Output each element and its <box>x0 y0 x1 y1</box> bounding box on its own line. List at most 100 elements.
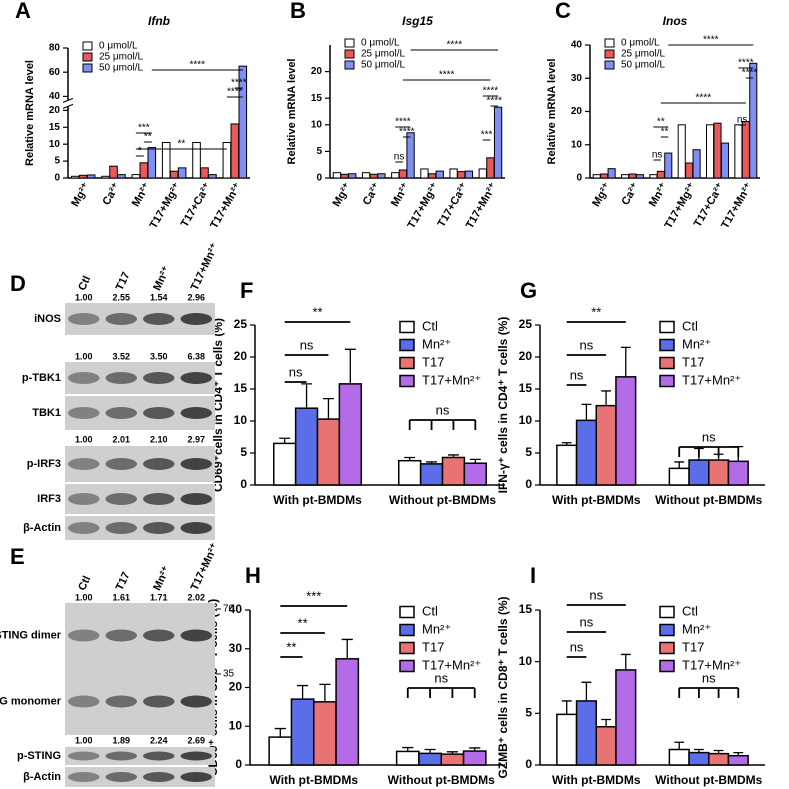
error-bar <box>674 741 685 750</box>
y-tick-label: 10 <box>311 119 323 130</box>
blot-band <box>143 407 175 419</box>
significance-bracket <box>678 446 740 457</box>
bar <box>419 463 444 486</box>
blot-band <box>180 493 212 505</box>
quantification: 1.00 <box>75 735 93 745</box>
bar <box>677 124 686 179</box>
legend-label: 25 μmol/L <box>621 49 666 60</box>
legend-label: T17+Mn²⁺ <box>422 657 481 672</box>
significance-label: *** <box>306 588 321 603</box>
legend-label: 0 μmol/L <box>621 38 660 49</box>
bar <box>486 157 495 179</box>
y-tick-label: 5 <box>525 445 532 459</box>
x-tick-label: Ca²⁺ <box>361 181 383 208</box>
quantification: 1.54 <box>150 292 168 302</box>
bar <box>628 173 637 179</box>
blot-band <box>105 522 137 534</box>
bar <box>727 460 749 486</box>
blot-row-label: STING dimer <box>0 629 62 641</box>
x-tick-label: Mn²⁺ <box>130 181 153 209</box>
y-tick-label: 5 <box>525 706 532 720</box>
blot-row-label: p-STING <box>17 750 61 762</box>
quantification: 3.52 <box>112 351 130 361</box>
error-bar <box>319 683 331 702</box>
blot-background <box>65 767 215 787</box>
significance-label: **** <box>486 96 502 107</box>
blot-row-label: IRF3 <box>37 493 61 505</box>
x-tick-label: With pt-BMDMs <box>552 493 641 507</box>
quantification: 2.97 <box>187 434 205 444</box>
lane-label: Mn²⁺ <box>151 564 173 592</box>
chart-title: Ifnb <box>148 14 170 28</box>
y-tick-label: 10 <box>519 654 533 668</box>
significance-label: **** <box>738 58 754 69</box>
legend-swatch <box>399 659 415 673</box>
significance-label: ns <box>394 152 405 163</box>
error-bar <box>674 461 685 469</box>
y-tick-label: 30 <box>571 73 583 84</box>
bar <box>391 172 400 179</box>
error-bar <box>581 403 592 421</box>
significance-label: ns <box>652 150 663 161</box>
significance-label: ns <box>702 670 716 685</box>
significance-label: ns <box>737 115 748 126</box>
blot-band <box>143 751 175 761</box>
y-tick-label: 0 <box>525 757 532 771</box>
y-tick-label: 20 <box>229 680 243 694</box>
bar <box>70 175 80 179</box>
blot-band <box>105 407 137 419</box>
bar <box>556 444 578 486</box>
legend-swatch <box>82 63 93 73</box>
error-bar <box>322 397 334 420</box>
x-tick-label: Mn²⁺ <box>647 181 670 209</box>
significance-label: ns <box>580 337 594 352</box>
y-tick-label: 15 <box>234 381 248 395</box>
x-tick-label: With pt-BMDMs <box>269 773 358 787</box>
legend-label: T17 <box>682 639 704 654</box>
error-bar <box>581 681 592 701</box>
y-axis-label: GZMB⁺ cells in CD8⁺ T cells (%) <box>496 596 510 778</box>
y-tick-label: 80 <box>49 43 61 54</box>
bar <box>109 165 118 179</box>
y-tick-label: 0 <box>235 757 242 771</box>
panel-label: C <box>555 0 571 23</box>
legend-label: Mn²⁺ <box>422 621 451 636</box>
significance-bracket <box>678 687 740 698</box>
blot-band <box>180 629 212 642</box>
bar <box>462 750 487 766</box>
y-axis-label: Relative mRNA level <box>286 59 298 165</box>
bar <box>177 167 187 179</box>
y-tick-label: 0 <box>525 477 532 491</box>
bar <box>595 726 617 766</box>
blot-row-label: β-Actin <box>23 771 61 783</box>
significance-label: ** <box>657 117 665 128</box>
legend-swatch <box>659 356 675 370</box>
legend-swatch <box>399 641 415 655</box>
y-tick-label: 40 <box>229 602 243 616</box>
lane-label: T17+Mn²⁺ <box>189 541 221 592</box>
y-tick-label: 20 <box>49 105 61 116</box>
blot-band <box>180 458 212 470</box>
bar <box>478 168 487 179</box>
lane-label: T17 <box>114 570 133 592</box>
bar <box>493 106 503 179</box>
error-bar <box>561 700 572 715</box>
bar <box>101 175 110 179</box>
size-marker: 35 <box>223 669 235 680</box>
y-axis-label: Relative mRNA level <box>24 60 36 166</box>
x-tick-label: Mn²⁺ <box>389 181 412 209</box>
axis-break <box>64 100 72 107</box>
bar <box>706 124 715 179</box>
y-tick-label: 20 <box>571 106 583 117</box>
bar <box>463 462 487 486</box>
blot-band <box>143 313 175 325</box>
bar <box>406 132 415 179</box>
bar <box>200 167 209 179</box>
bar <box>294 407 319 486</box>
bar <box>734 124 743 179</box>
error-bar <box>274 727 286 738</box>
significance-label: ** <box>312 304 322 319</box>
legend-swatch <box>604 49 615 59</box>
bar <box>238 65 248 179</box>
